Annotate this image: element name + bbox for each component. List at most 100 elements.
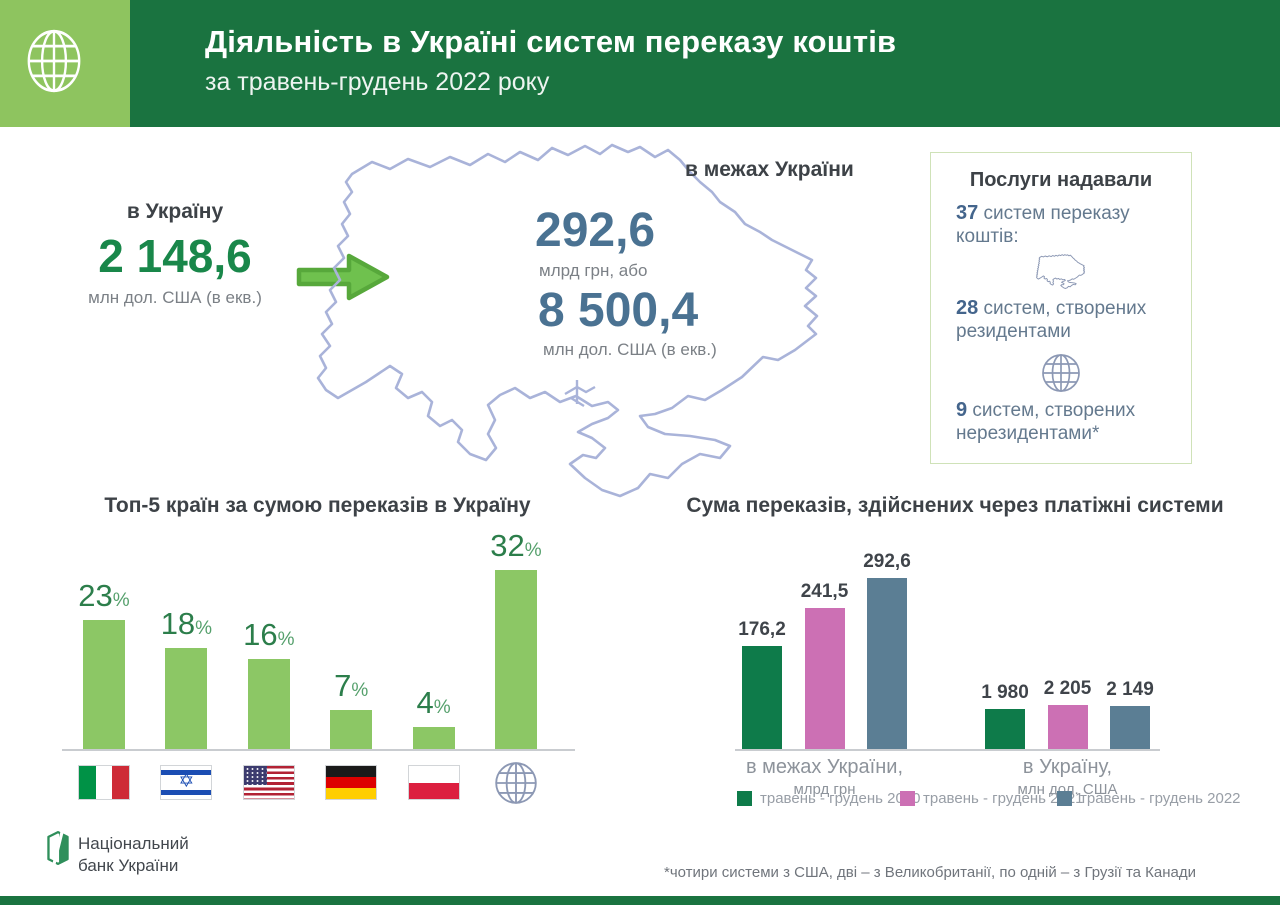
legend-swatch [737,790,752,806]
flag-germany [325,765,378,800]
domestic-unit-usd: млн дол. США (в екв.) [543,340,717,359]
bar-value-label: 4% [389,685,479,721]
flag-part: ✡ [178,771,195,792]
dnipro-estuary-mark [564,380,596,408]
country-bar-italy [83,620,125,749]
percent-sign: % [433,697,451,718]
flag-part [326,787,377,799]
flag-poland [407,765,460,800]
flag-israel: ✡ [160,765,213,800]
services-nonresident-value: 9 [956,399,968,421]
series-bar-2022 [867,578,907,749]
inbound-value: 2 148,6 [98,230,252,282]
nbu-org-line1: Національний [78,834,189,853]
percent-sign: % [524,540,542,561]
left-chart-title: Топ-5 країн за сумою переказів в Україну [104,494,531,517]
nbu-logo-icon [47,830,69,866]
group-label: в Україну, млн дол. США [958,756,1178,798]
legend-swatch [900,790,915,806]
domestic-unit-uah: млрд грн, або [539,261,648,280]
bar-value-label: 292,6 [863,551,911,572]
flag-part [161,770,212,775]
footnote: *чотири системи з США, дві – з Великобри… [663,864,1197,881]
services-resident: 28 систем, створених резидентами [956,297,1147,343]
series-bar-2021 [804,608,845,749]
legend-item: травень - грудень 2020 [737,789,921,807]
flag-part [326,776,377,788]
flag-part [408,782,459,799]
bar-value-label: 176,2 [738,619,786,640]
percent-sign: % [195,618,213,639]
group-label-text: в межах України, [745,756,904,778]
country-bar-israel [165,648,208,749]
services-panel-title: Послуги надавали [969,169,1153,191]
legend-swatch [1057,790,1072,806]
services-total: 37 систем переказу коштів: [956,202,1130,248]
flag-part [243,766,267,785]
left-chart-axis [62,749,575,751]
series-bar-2020 [985,709,1025,749]
ukraine-map-outline [316,143,819,498]
percent-sign: % [351,680,369,701]
inbound-label: в Україну [126,200,224,223]
country-bar-globe [495,570,537,749]
country-bar-germany [330,710,373,749]
services-total-value: 37 [956,202,979,224]
bar-value-label: 16% [224,617,314,653]
globe-icon [494,761,538,805]
services-resident-value: 28 [956,297,979,319]
page-subtitle: за травень-грудень 2022 року [205,68,550,96]
inbound-unit: млн дол. США (в екв.) [88,288,262,307]
services-nonresident: 9 систем, створених нерезидентами* [956,399,1136,445]
legend-item: травень - грудень 2021 [900,789,1084,807]
country-bar-usa [247,659,290,749]
right-chart-title: Сума переказів, здійснених через платіжн… [686,494,1224,517]
percent-number: 18 [160,606,196,641]
group-label-text: млн дол. США [1017,781,1118,798]
flag-part [161,790,212,795]
legend-item: травень - грудень 2022 [1057,789,1241,807]
bar-value-label: 23% [59,578,149,614]
percent-sign: % [277,629,295,650]
bar-value-label: 7% [306,668,396,704]
flag-italy [78,765,130,800]
group-label: в межах України, млрд грн [715,756,935,798]
percent-number: 32 [490,528,525,563]
legend-label: травень - грудень 2020 [760,789,921,807]
series-bar-2020 [742,646,782,749]
bar-value-label: 1 980 [981,682,1029,703]
bar-value-label: 18% [141,606,231,642]
domestic-label: в межах України [685,158,854,181]
series-bar-2021 [1047,705,1088,749]
bar-value-label: 2 149 [1106,679,1154,700]
flag-part [112,766,129,799]
group-label-text: млрд грн [793,781,856,798]
percent-number: 23 [78,578,113,613]
domestic-value-uah: 292,6 [535,204,656,257]
services-panel: Послуги надавали 37 систем переказу кошт… [930,152,1192,464]
bar-value-label: 32% [471,528,561,564]
series-bar-2022 [1110,706,1150,749]
nbu-org-name: Національний банк України [78,833,189,877]
percent-sign: % [112,590,130,611]
flag-part [326,766,377,778]
country-bar-poland [412,727,455,749]
domestic-value-usd: 8 500,4 [538,284,699,337]
bar-value-label: 241,5 [800,581,849,602]
page-title: Діяльність в Україні систем переказу кош… [205,24,897,59]
footer-stripe [0,896,1280,905]
header-band [0,0,1280,127]
right-chart-axis [735,749,1160,751]
flag-usa [242,765,295,800]
nbu-org-line2: банк України [78,856,179,876]
percent-number: 16 [243,617,278,652]
inbound-stat: в Україну 2 148,6 млн дол. США (в екв.) [55,200,295,308]
percent-number: 7 [334,668,352,703]
group-label-text: в Україну, [1022,756,1113,778]
percent-number: 4 [416,685,434,720]
legend-label: травень - грудень 2021 [923,789,1084,807]
legend-label: травень - грудень 2022 [1080,789,1241,807]
bar-value-label: 2 205 [1043,678,1092,699]
